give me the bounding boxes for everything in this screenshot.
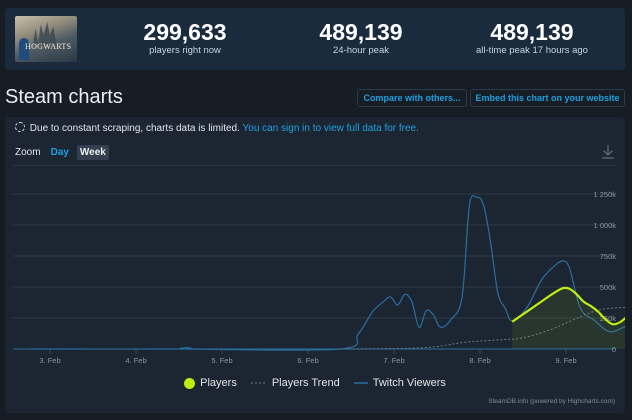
zoom-label: Zoom <box>15 147 41 158</box>
zoom-week-button[interactable]: Week <box>76 145 109 160</box>
stat-all-time-peak: 489,139 all-time peak 17 hours ago <box>467 8 597 57</box>
legend-players-label: Players <box>200 377 237 389</box>
x-axis-label: 9. Feb <box>555 356 576 365</box>
y-axis-label: 1 000k <box>593 221 616 230</box>
peak-24h-value: 489,139 <box>319 19 403 45</box>
capsule-logo-text: HOGWARTS <box>25 42 72 51</box>
x-axis-label: 5. Feb <box>211 356 232 365</box>
legend-twitch-label: Twitch Viewers <box>372 377 446 389</box>
players-dot-icon <box>184 377 196 389</box>
legend-players-trend[interactable]: Players Trend <box>250 377 340 389</box>
notice-text: Due to constant scraping, charts data is… <box>29 123 240 134</box>
x-axis-label: 7. Feb <box>383 356 404 365</box>
chart-divider <box>13 165 617 166</box>
y-axis-label: 1 250k <box>593 190 616 199</box>
legend-trend-label: Players Trend <box>271 377 340 389</box>
players-line[interactable] <box>511 286 625 326</box>
x-axis-label: 6. Feb <box>297 356 318 365</box>
download-icon[interactable] <box>601 144 615 160</box>
legend-players[interactable]: Players <box>184 377 237 389</box>
stat-24h-peak: 489,139 24-hour peak <box>301 8 421 57</box>
dashed-line-icon <box>250 382 267 384</box>
chart-legend: Players Players Trend Twitch Viewers <box>5 377 625 389</box>
embed-chart-button[interactable]: Embed this chart on your website <box>470 89 625 107</box>
loading-spinner-icon <box>15 122 25 132</box>
players-now-value: 299,633 <box>143 19 227 45</box>
section-title: Steam charts <box>5 86 123 108</box>
x-axis-label: 3. Feb <box>39 356 60 365</box>
all-time-peak-value: 489,139 <box>490 19 574 45</box>
x-axis-label: 4. Feb <box>125 356 146 365</box>
chart-panel: Due to constant scraping, charts data is… <box>5 117 625 413</box>
stat-players-now: 299,633 players right now <box>125 8 245 57</box>
peak-24h-label: 24-hour peak <box>333 45 389 56</box>
compare-button[interactable]: Compare with others... <box>357 89 467 107</box>
data-limited-notice: Due to constant scraping, charts data is… <box>15 122 419 134</box>
stats-bar: HOGWARTS 299,633 players right now 489,1… <box>5 8 625 70</box>
y-axis-label: 500k <box>600 283 617 292</box>
sign-in-link[interactable]: You can sign in to view full data for fr… <box>242 123 419 134</box>
y-axis-label: 750k <box>600 252 617 261</box>
zoom-selector: Zoom Day Week <box>15 145 114 160</box>
legend-twitch-viewers[interactable]: Twitch Viewers <box>353 377 446 389</box>
chart-credits[interactable]: SteamDB.info (powered by Highcharts.com) <box>488 398 615 405</box>
y-axis-label: 0 <box>612 345 616 354</box>
solid-line-icon <box>353 382 368 384</box>
zoom-day-button[interactable]: Day <box>50 147 69 158</box>
y-axis-label: 250k <box>600 314 617 323</box>
players-now-label: players right now <box>149 45 221 56</box>
all-time-peak-label: all-time peak 17 hours ago <box>476 45 588 56</box>
twitch-viewers-line <box>28 195 625 351</box>
players-chart[interactable]: 0 250k 500k 750k 1 000k 1 250k 3. Feb 4. Feb 5. … <box>5 117 625 413</box>
x-axis-label: 8. Feb <box>469 356 490 365</box>
game-capsule-image[interactable]: HOGWARTS <box>15 16 77 62</box>
figure-graphic <box>19 38 29 60</box>
castle-graphic <box>33 22 57 44</box>
